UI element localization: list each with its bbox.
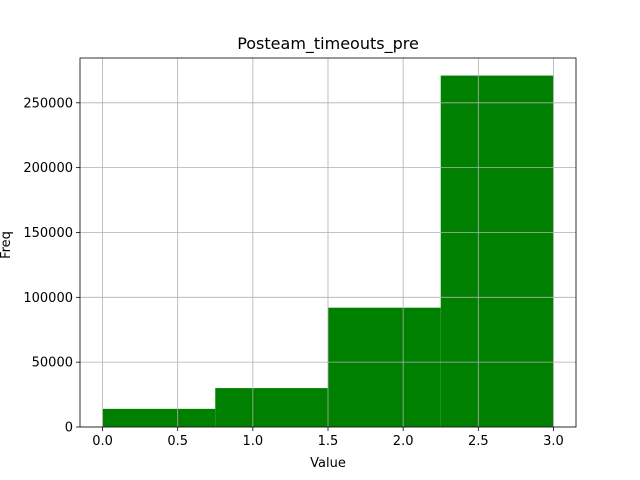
x-tick-label-1: 0.5 [167,434,188,449]
y-axis-label: Freq [0,231,14,259]
x-tick-label-2: 1.0 [243,434,264,449]
x-tick-label-3: 1.5 [318,434,339,449]
y-tick-label-3: 150000 [23,226,73,241]
histogram-bar-1 [215,388,328,427]
chart-title: Posteam_timeouts_pre [237,34,419,54]
x-tick-label-0: 0.0 [92,434,113,449]
x-tick-label-6: 3.0 [543,434,564,449]
histogram-bar-0 [102,408,216,427]
x-tick-label-4: 2.0 [393,434,414,449]
x-tick-label-5: 2.5 [468,434,489,449]
y-tick-label-2: 100000 [23,291,73,306]
y-tick-label-1: 50000 [32,356,73,371]
y-tick-label-0: 0 [65,421,73,436]
histogram-bar-2 [328,307,441,427]
y-tick-label-5: 250000 [23,96,73,111]
y-tick-label-4: 200000 [23,161,73,176]
plot-area: 0.0 0.5 1.0 1.5 2.0 2.5 3.0 0 50000 100000 150000 2… [23,57,577,449]
x-axis-label: Value [310,456,346,471]
histogram-bar-3 [440,75,554,428]
